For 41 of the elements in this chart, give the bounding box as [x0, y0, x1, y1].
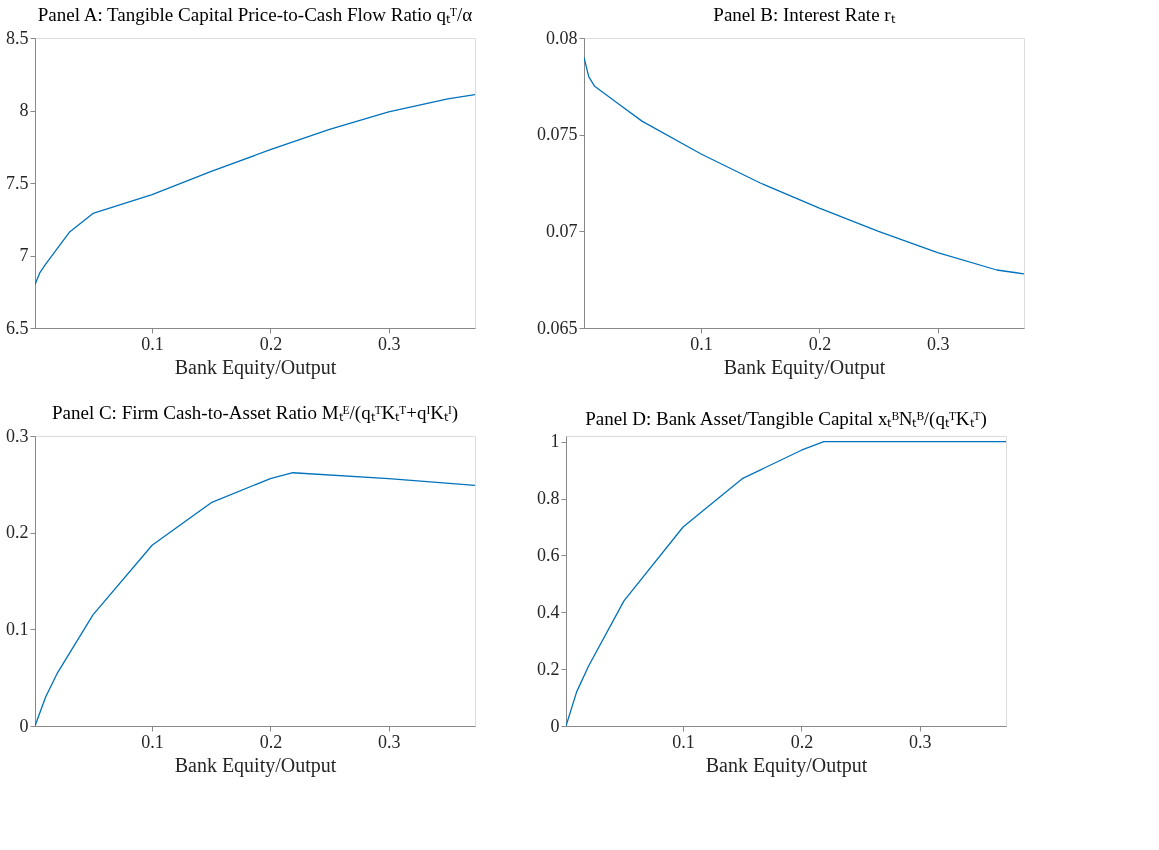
x-tick-label: 0.1: [672, 731, 695, 752]
y-tick-label: 0.4: [537, 601, 560, 622]
x-tick-label: 0.1: [141, 333, 164, 354]
y-tick-label: 1: [550, 431, 560, 452]
x-axis-title: Bank Equity/Output: [174, 753, 337, 777]
y-tick-label: 8.5: [6, 27, 29, 48]
y-tick-label: 8: [19, 100, 29, 120]
x-tick-label: 0.1: [690, 333, 713, 354]
y-tick-label: 0.2: [537, 658, 560, 679]
x-axis-title: Bank Equity/Output: [723, 355, 886, 379]
x-tick-label: 0.2: [259, 731, 283, 752]
chart-title: Panel B: Interest Rate rₜ: [713, 4, 896, 25]
x-tick-label: 0.1: [141, 731, 164, 752]
line-series: [584, 56, 1024, 275]
x-tick-label: 0.3: [377, 333, 401, 354]
y-tick-label: 6.5: [6, 317, 29, 338]
y-tick-label: 0.3: [6, 425, 29, 446]
chart-title: Panel D: Bank Asset/Tangible Capital xₜᴮNₜᴮ/(qₜᵀKₜᵀ): [585, 407, 987, 430]
y-tick-label: 0.8: [537, 488, 560, 509]
y-tick-label: 7.5: [6, 172, 29, 193]
y-tick-label: 0.1: [6, 618, 29, 639]
line-series: [35, 93, 475, 286]
y-tick-label: 0.065: [537, 317, 578, 338]
y-tick-label: 0.07: [546, 220, 578, 241]
x-tick-label: 0.2: [808, 333, 832, 354]
y-tick-label: 0.2: [6, 522, 29, 543]
x-tick-label: 0.2: [259, 333, 283, 354]
x-tick-label: 0.3: [908, 731, 932, 752]
x-axis-title: Bank Equity/Output: [174, 355, 337, 379]
x-tick-label: 0.3: [926, 333, 950, 354]
y-tick-label: 0.08: [546, 27, 578, 48]
y-tick-label: 0: [550, 715, 560, 736]
x-tick-label: 0.2: [790, 731, 814, 752]
y-tick-label: 0: [19, 715, 29, 736]
y-tick-label: 7: [19, 245, 29, 265]
chart-title: Panel C: Firm Cash-to-Asset Ratio Mₜᴱ/(qₜᵀKₜᵀ+qᴵKₜᴵ): [51, 402, 459, 424]
y-tick-label: 0.075: [537, 124, 578, 145]
x-axis-title: Bank Equity/Output: [705, 753, 868, 777]
y-tick-label: 0.6: [537, 544, 560, 565]
x-tick-label: 0.3: [377, 731, 401, 752]
chart-title: Panel A: Tangible Capital Price-to-Cash Flow Ratio qₜᵀ/α: [37, 4, 473, 25]
